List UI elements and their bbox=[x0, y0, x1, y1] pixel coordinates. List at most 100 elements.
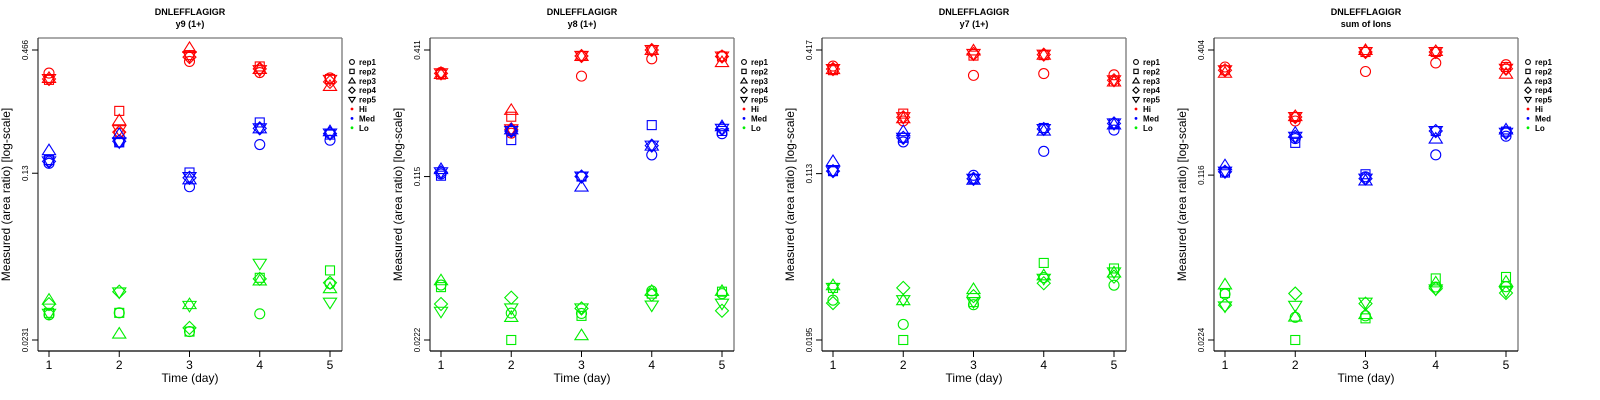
point-hi-rep1-day5 bbox=[1108, 69, 1120, 81]
legend-rep3-icon bbox=[1131, 76, 1141, 84]
point-lo-rep5-day5 bbox=[1498, 286, 1514, 299]
legend-label-rep2: rep2 bbox=[359, 67, 376, 76]
point-med-rep1-day4 bbox=[1430, 149, 1442, 161]
point-lo-rep5-day4 bbox=[252, 258, 268, 271]
point-med-rep3-day1 bbox=[825, 154, 841, 167]
y-tick-label: 0.0195 bbox=[805, 327, 814, 352]
legend-label-lo: Lo bbox=[359, 124, 369, 133]
point-lo-rep2-day4 bbox=[1038, 257, 1049, 268]
point-lo-rep4-day2 bbox=[503, 290, 519, 305]
point-lo-rep1-day5 bbox=[1108, 279, 1120, 291]
point-med-rep3-day4 bbox=[644, 138, 660, 151]
data-points bbox=[1217, 42, 1514, 346]
point-med-rep5-day4 bbox=[644, 140, 660, 153]
point-med-rep5-day3 bbox=[181, 171, 198, 185]
point-hi-rep1-day4 bbox=[1430, 57, 1442, 69]
chart-panel-3: DNLEFFLAGIGR y7 (1+) 0.417 0.113 0.0195 1 2 3 4 5… bbox=[783, 7, 1160, 385]
point-hi-rep5-day3 bbox=[573, 50, 590, 64]
point-lo-rep5-day3 bbox=[965, 297, 982, 310]
x-tick-label: 1 bbox=[830, 358, 837, 372]
chart-title: DNLEFFLAGIGR bbox=[939, 7, 1010, 17]
legend-label-hi: Hi bbox=[1143, 105, 1151, 114]
point-lo-rep1-day1 bbox=[827, 294, 839, 306]
legend-label-rep5: rep5 bbox=[1143, 96, 1160, 105]
point-lo-rep4-day4 bbox=[252, 271, 268, 287]
point-med-rep5-day3 bbox=[573, 171, 590, 184]
point-lo-rep5-day4 bbox=[644, 300, 660, 313]
point-lo-rep3-day1 bbox=[41, 292, 57, 305]
point-lo-rep5-day1 bbox=[1217, 301, 1233, 314]
legend-med-dot-icon bbox=[350, 117, 354, 120]
legend-rep5-icon bbox=[739, 96, 749, 104]
point-lo-rep2-day4 bbox=[254, 272, 265, 283]
point-lo-rep4-day1 bbox=[41, 296, 57, 312]
point-med-rep5-day1 bbox=[41, 156, 57, 169]
point-lo-rep5-day2 bbox=[895, 295, 911, 308]
point-hi-rep2-day2 bbox=[114, 105, 125, 116]
point-hi-rep5-day1 bbox=[825, 64, 841, 77]
legend-label-rep3: rep3 bbox=[751, 77, 768, 86]
point-med-rep3-day2 bbox=[895, 124, 911, 137]
point-lo-rep2-day3 bbox=[576, 310, 587, 321]
point-hi-rep3-day4 bbox=[1036, 47, 1052, 60]
point-med-rep1-day4 bbox=[1038, 145, 1050, 157]
legend-rep2-icon bbox=[741, 68, 747, 75]
x-tick-label: 2 bbox=[116, 358, 123, 372]
x-tick-label: 4 bbox=[256, 358, 263, 372]
chart-title: DNLEFFLAGIGR bbox=[1331, 7, 1402, 17]
point-lo-rep2-day2 bbox=[506, 334, 517, 346]
point-lo-rep5-day3 bbox=[573, 303, 590, 316]
point-med-rep2-day1 bbox=[435, 170, 447, 181]
point-hi-rep3-day1 bbox=[825, 62, 841, 75]
point-lo-rep2-day2 bbox=[1290, 334, 1301, 346]
point-lo-rep2-day4 bbox=[1430, 273, 1441, 284]
point-hi-rep5-day2 bbox=[1287, 111, 1303, 125]
point-med-rep5-day5 bbox=[322, 128, 338, 141]
point-med-rep5-day5 bbox=[714, 123, 730, 136]
data-points bbox=[41, 40, 338, 339]
point-hi-rep5-day5 bbox=[1106, 75, 1122, 88]
y-tick-label: 0.13 bbox=[21, 165, 30, 181]
x-axis-label: Time (day) bbox=[946, 371, 1003, 385]
point-lo-rep2-day5 bbox=[324, 265, 336, 276]
legend-label-med: Med bbox=[359, 114, 375, 123]
point-lo-rep1-day3 bbox=[1359, 310, 1372, 322]
legend-label-lo: Lo bbox=[1535, 124, 1545, 133]
legend-rep3-icon bbox=[347, 76, 357, 84]
point-lo-rep4-day5 bbox=[322, 275, 338, 291]
point-lo-rep2-day1 bbox=[435, 282, 447, 293]
legend-rep2-icon bbox=[1133, 68, 1139, 75]
point-lo-rep4-day5 bbox=[1106, 269, 1122, 284]
point-hi-rep5-day4 bbox=[252, 65, 268, 78]
legend-lo-dot-icon bbox=[1526, 126, 1530, 130]
point-lo-rep3-day3 bbox=[181, 297, 198, 310]
point-hi-rep5-day2 bbox=[895, 112, 911, 125]
point-lo-rep3-day3 bbox=[1357, 307, 1374, 320]
point-med-rep1-day5 bbox=[1108, 124, 1120, 136]
legend-rep4-icon bbox=[348, 86, 356, 95]
x-tick-label: 3 bbox=[578, 358, 585, 372]
point-lo-rep5-day5 bbox=[1106, 267, 1122, 280]
x-tick-label: 3 bbox=[186, 358, 193, 372]
point-hi-rep5-day2 bbox=[111, 125, 127, 138]
legend-lo-dot-icon bbox=[742, 126, 746, 130]
point-lo-rep2-day3 bbox=[184, 326, 195, 337]
y-tick-label: 0.417 bbox=[805, 39, 814, 60]
legend-label-rep1: rep1 bbox=[1143, 58, 1160, 67]
x-axis-label: Time (day) bbox=[1338, 371, 1395, 385]
point-med-rep2-day4 bbox=[646, 120, 657, 131]
point-lo-rep3-day2 bbox=[895, 293, 911, 306]
point-lo-rep5-day3 bbox=[181, 300, 198, 313]
y-tick-label: 0.116 bbox=[1197, 165, 1206, 185]
chart-panel-2: DNLEFFLAGIGR y8 (1+) 0.411 0.115 0.0222 1 2 3 4 5… bbox=[391, 7, 768, 385]
legend-label-rep4: rep4 bbox=[1143, 86, 1160, 95]
point-hi-rep3-day4 bbox=[644, 42, 660, 56]
legend-label-hi: Hi bbox=[751, 105, 759, 114]
legend-med-dot-icon bbox=[1134, 117, 1138, 120]
point-med-rep5-day3 bbox=[965, 173, 982, 186]
y-axis-label: Measured (area ratio) [log-scale] bbox=[1175, 108, 1189, 281]
x-tick-label: 2 bbox=[900, 358, 907, 372]
point-lo-rep4-day3 bbox=[966, 288, 981, 304]
